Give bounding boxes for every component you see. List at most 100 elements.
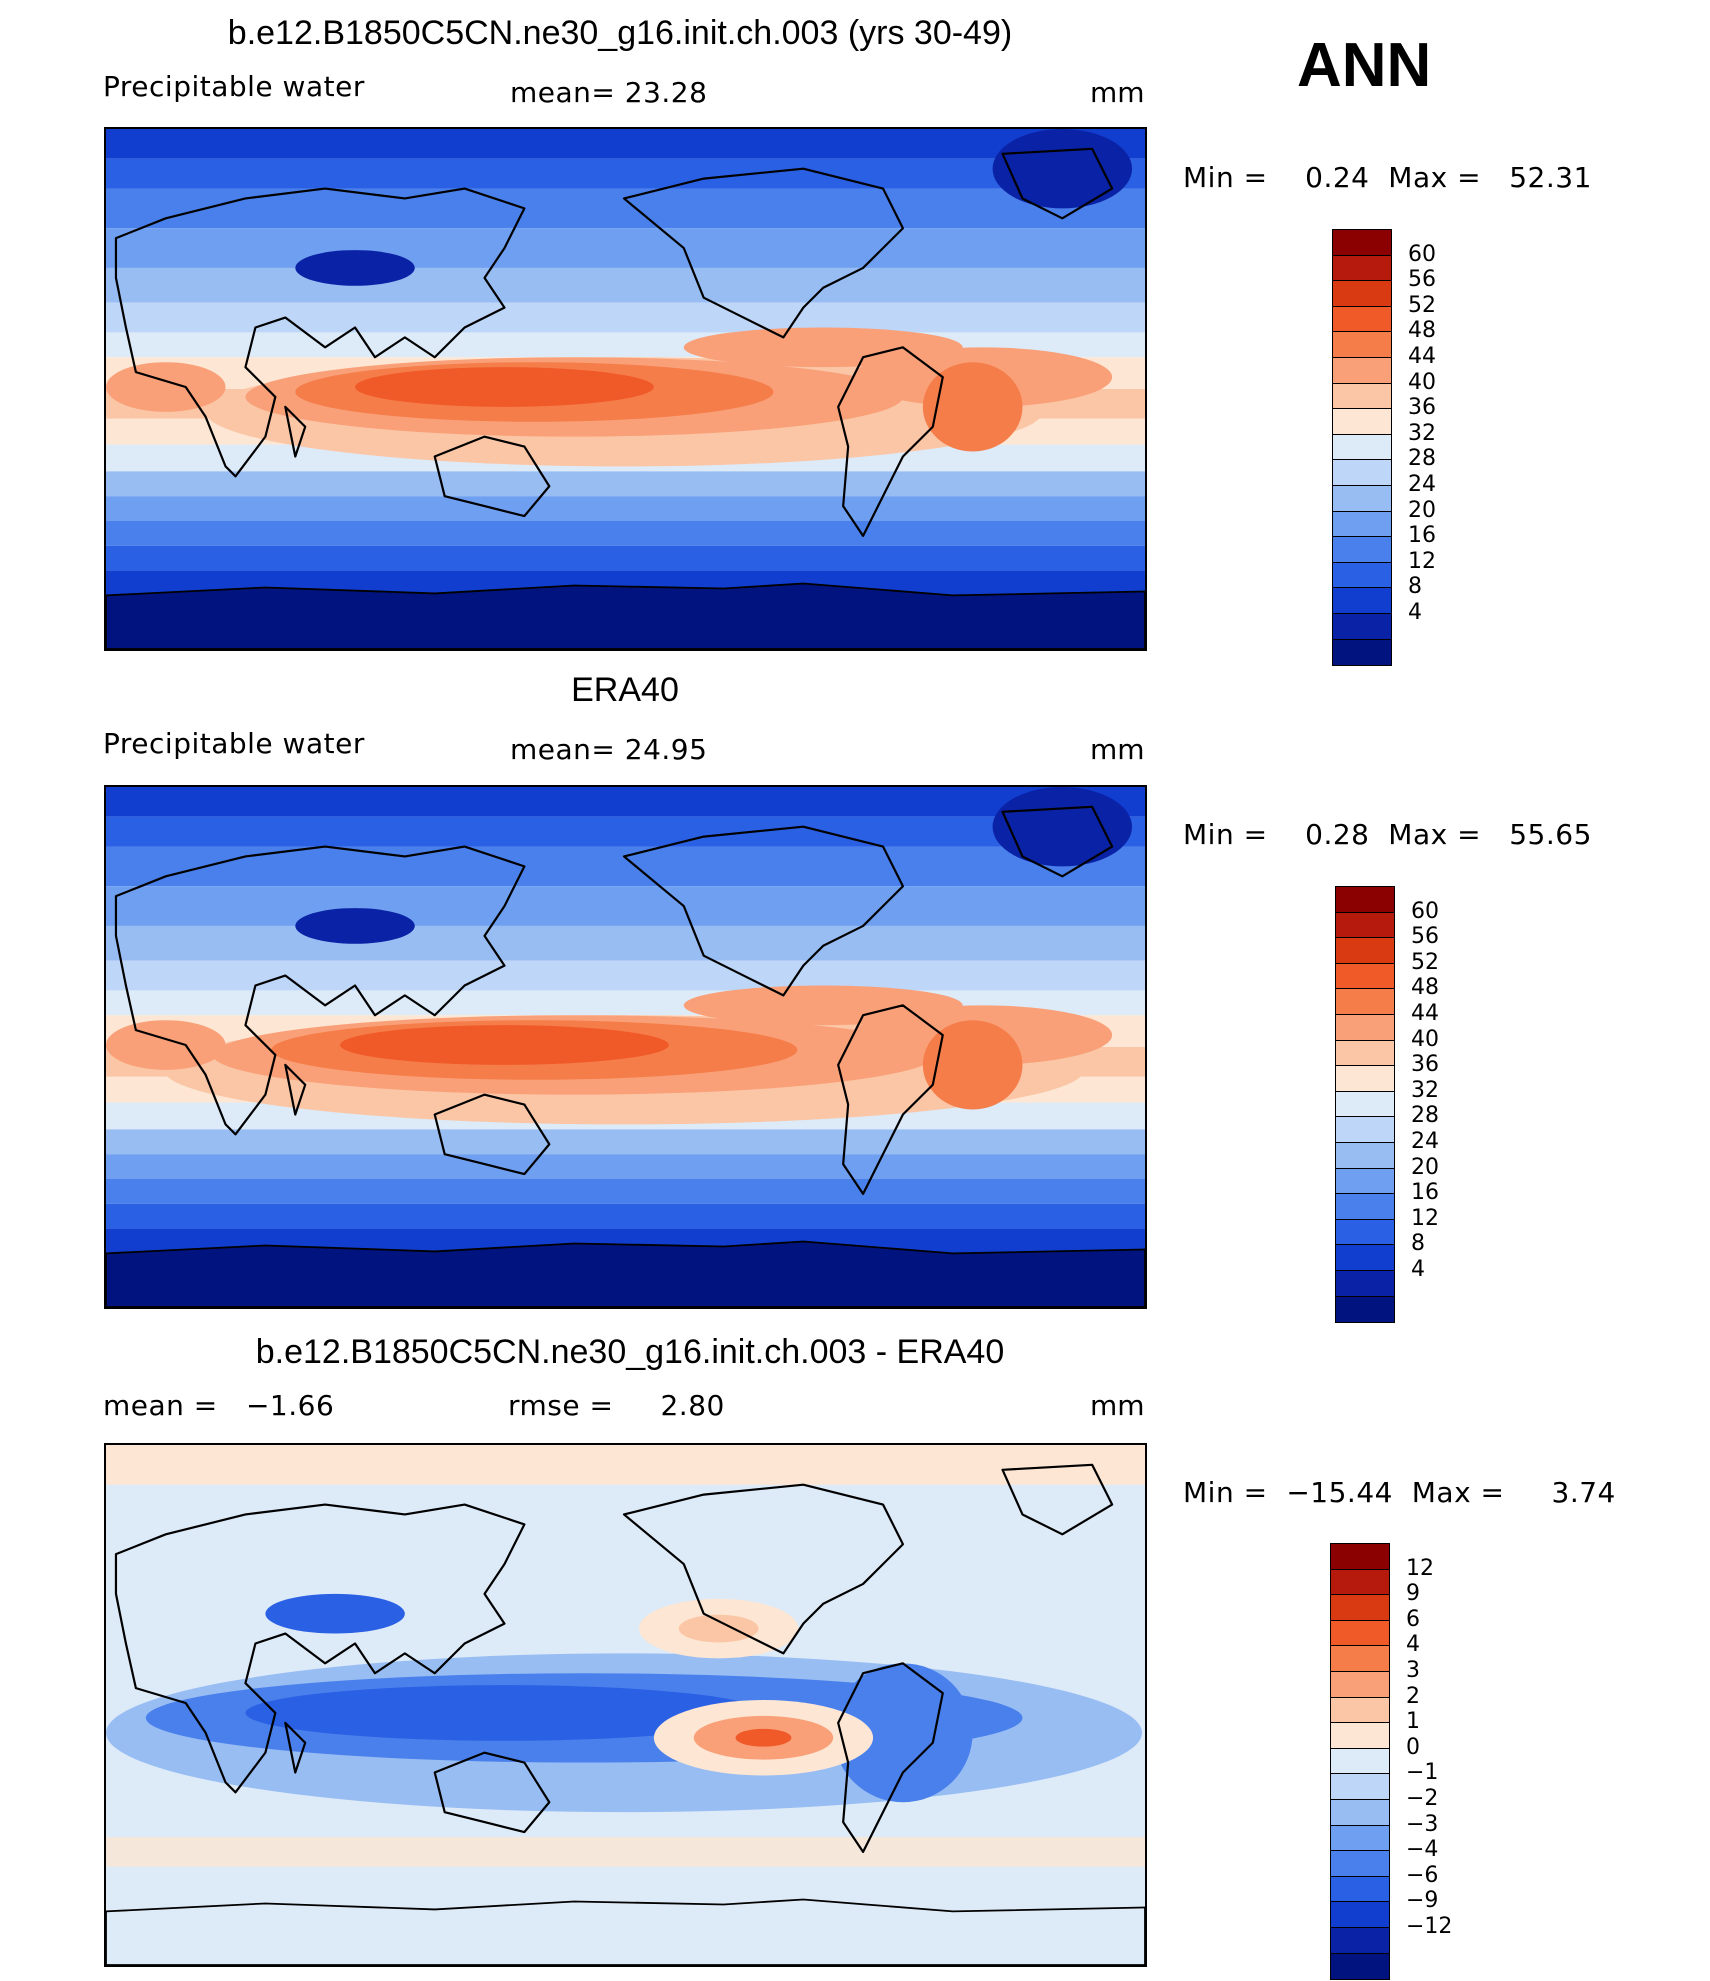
- colorbar-label: 8: [1408, 574, 1422, 600]
- panel-1-title: b.e12.B1850C5CN.ne30_g16.init.ch.003 (yr…: [227, 14, 1013, 52]
- colorbar-label: 44: [1408, 344, 1436, 369]
- colorbar-swatch: [1335, 1193, 1395, 1221]
- colorbar-swatch: [1335, 1142, 1395, 1170]
- panel-2-stat-mean: mean= 24.95: [510, 733, 708, 766]
- colorbar-swatch: [1330, 1952, 1390, 1980]
- colorbar-swatch: [1335, 1090, 1395, 1118]
- colorbar-swatch: [1332, 357, 1392, 385]
- map-field-abs-obs: [106, 787, 1145, 1307]
- colorbar-label: 32: [1411, 1077, 1439, 1103]
- colorbar-swatch: [1330, 1875, 1390, 1903]
- panel-3-stat-mean: mean = −1.66: [103, 1389, 335, 1422]
- colorbar-label: 48: [1408, 318, 1436, 344]
- colorbar-swatch: [1332, 305, 1392, 333]
- colorbar-swatch: [1332, 408, 1392, 436]
- colorbar-swatch: [1330, 1645, 1390, 1673]
- colorbar-swatch: [1335, 937, 1395, 965]
- panel-3-units: mm: [1090, 1389, 1145, 1422]
- colorbar-swatch: [1330, 1901, 1390, 1929]
- colorbar-swatch: [1332, 613, 1392, 641]
- colorbar-label: 28: [1408, 446, 1436, 472]
- colorbar-swatch: [1335, 962, 1395, 990]
- colorbar-swatch: [1335, 988, 1395, 1016]
- colorbar-swatch: [1330, 1824, 1390, 1852]
- colorbar-swatch: [1335, 1116, 1395, 1144]
- colorbar-swatch: [1330, 1799, 1390, 1827]
- panel-3-stat-rmse: rmse = 2.80: [508, 1389, 725, 1422]
- colorbar-label: 20: [1411, 1154, 1439, 1180]
- colorbar-label: 16: [1411, 1180, 1439, 1206]
- colorbar-swatch: [1330, 1543, 1390, 1571]
- panel-1-stat-mean: mean= 23.28: [510, 76, 708, 109]
- colorbar-swatch: [1332, 459, 1392, 487]
- colorbar-swatch: [1332, 587, 1392, 615]
- panel-2-minmax: Min = 0.28 Max = 55.65: [1183, 818, 1592, 851]
- colorbar-swatch: [1332, 485, 1392, 513]
- panel-1-minmax: Min = 0.24 Max = 52.31: [1183, 161, 1592, 194]
- colorbar-swatch: [1330, 1568, 1390, 1596]
- colorbar-label: −1: [1406, 1760, 1439, 1786]
- colorbar-swatch: [1332, 254, 1392, 282]
- colorbar-label: 2: [1406, 1683, 1420, 1709]
- map-field-abs-model: [106, 129, 1145, 649]
- colorbar-label: 12: [1406, 1555, 1434, 1581]
- colorbar-label: 4: [1406, 1632, 1420, 1658]
- colorbar-label: 12: [1408, 548, 1436, 574]
- panel-2-title: ERA40: [571, 671, 679, 709]
- panel-3-minmax: Min = −15.44 Max = 3.74: [1183, 1476, 1616, 1509]
- panel-1-units: mm: [1090, 76, 1145, 109]
- colorbar-label: 20: [1408, 497, 1436, 523]
- colorbar-label: 12: [1411, 1205, 1439, 1231]
- colorbar-swatch: [1335, 1065, 1395, 1093]
- colorbar-label: 32: [1408, 420, 1436, 446]
- colorbar-label: 56: [1411, 924, 1439, 950]
- colorbar-label: 44: [1411, 1001, 1439, 1026]
- colorbar-label: 24: [1408, 472, 1436, 497]
- colorbar-swatch: [1332, 536, 1392, 564]
- colorbar-swatch: [1335, 1039, 1395, 1067]
- colorbar-swatch: [1335, 1014, 1395, 1042]
- colorbar-swatch: [1330, 1850, 1390, 1878]
- colorbar-swatch: [1330, 1722, 1390, 1750]
- colorbar-label: 4: [1411, 1257, 1425, 1282]
- panel-1-variable: Precipitable water: [103, 70, 365, 103]
- colorbar-label: 52: [1408, 292, 1436, 318]
- colorbar-swatch: [1332, 382, 1392, 410]
- colorbar-label: 4: [1408, 600, 1422, 625]
- colorbar-label: 60: [1408, 241, 1436, 267]
- colorbar-swatch: [1330, 1594, 1390, 1622]
- panel-2-map: [104, 785, 1147, 1309]
- colorbar-swatch: [1330, 1696, 1390, 1724]
- colorbar-label: 28: [1411, 1103, 1439, 1129]
- colorbar-swatch: [1330, 1671, 1390, 1699]
- colorbar-label: 6: [1406, 1606, 1420, 1632]
- colorbar-label: 16: [1408, 523, 1436, 549]
- colorbar-label: 40: [1411, 1026, 1439, 1052]
- colorbar-label: −9: [1406, 1888, 1439, 1914]
- colorbar-label: 36: [1408, 395, 1436, 421]
- colorbar-label: −12: [1406, 1914, 1453, 1939]
- panel-1-map: [104, 127, 1147, 651]
- colorbar-label: 52: [1411, 949, 1439, 975]
- colorbar-swatch: [1330, 1773, 1390, 1801]
- colorbar-label: 8: [1411, 1231, 1425, 1257]
- colorbar-label: 60: [1411, 898, 1439, 924]
- colorbar-swatch: [1335, 1295, 1395, 1323]
- map-field-difference: [106, 1445, 1145, 1965]
- colorbar-swatch: [1335, 911, 1395, 939]
- colorbar-label: 1: [1406, 1709, 1420, 1735]
- colorbar-swatch: [1332, 510, 1392, 538]
- colorbar-label: 9: [1406, 1581, 1420, 1607]
- colorbar-label: −3: [1406, 1811, 1439, 1837]
- panel-2-variable: Precipitable water: [103, 727, 365, 760]
- colorbar-label: 36: [1411, 1052, 1439, 1078]
- colorbar-swatch: [1332, 561, 1392, 589]
- colorbar-label: 40: [1408, 369, 1436, 395]
- colorbar-swatch: [1330, 1619, 1390, 1647]
- colorbar-swatch: [1335, 1244, 1395, 1272]
- colorbar-swatch: [1335, 886, 1395, 914]
- colorbar-swatch: [1330, 1747, 1390, 1775]
- colorbar-swatch: [1335, 1270, 1395, 1298]
- panel-3-title: b.e12.B1850C5CN.ne30_g16.init.ch.003 - E…: [255, 1333, 1005, 1371]
- colorbar-swatch: [1335, 1218, 1395, 1246]
